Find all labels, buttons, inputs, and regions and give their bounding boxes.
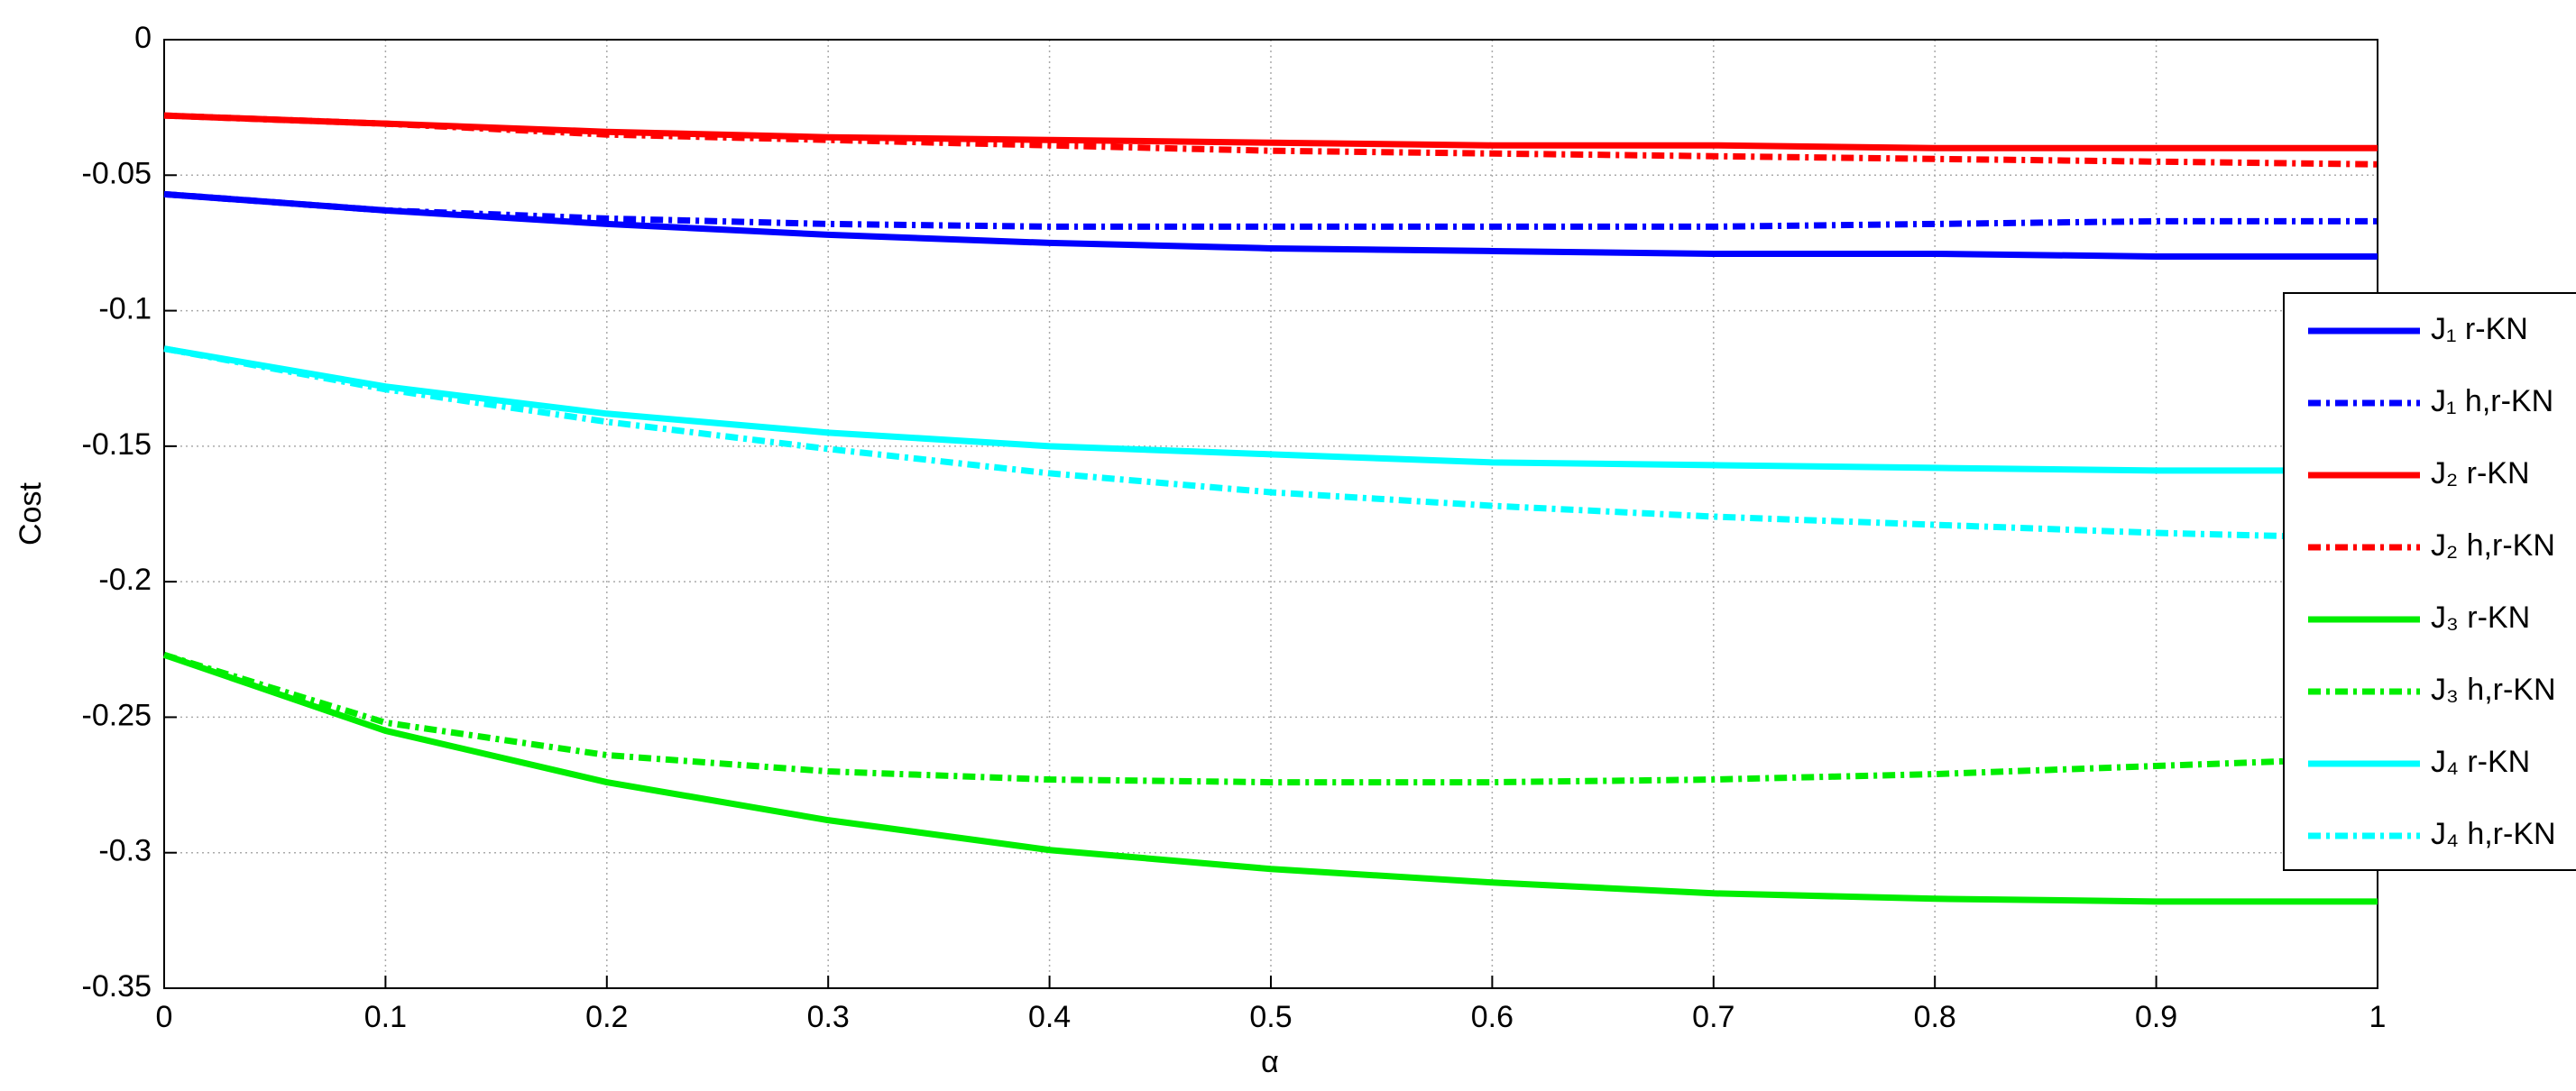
series-line	[163, 345, 2378, 542]
series-line	[163, 112, 2378, 151]
x-tick-label: 0.7	[1692, 1000, 1734, 1034]
series-line	[163, 190, 2378, 230]
x-axis-label: α	[1261, 1045, 1279, 1079]
y-tick-label: 0	[134, 21, 152, 55]
series-line	[163, 190, 2378, 260]
legend-label: J₁ h,r-KN	[2431, 384, 2553, 418]
legend-label: J₃ r-KN	[2431, 601, 2530, 635]
legend-label: J₁ r-KN	[2431, 312, 2528, 346]
legend-label: J₄ r-KN	[2431, 745, 2530, 779]
x-tick-label: 0	[156, 1000, 173, 1034]
x-tick-label: 1	[2369, 1000, 2387, 1034]
legend-label: J₂ r-KN	[2431, 456, 2530, 490]
series-line	[163, 112, 2378, 168]
series-line	[162, 651, 2378, 786]
x-tick-label: 0.9	[2135, 1000, 2177, 1034]
legend-label: J₄ h,r-KN	[2431, 817, 2556, 851]
y-tick-label: -0.35	[82, 969, 152, 1004]
x-tick-label: 0.8	[1914, 1000, 1956, 1034]
y-tick-label: -0.25	[82, 698, 152, 732]
series-line	[163, 345, 2378, 474]
y-axis-label: Cost	[14, 481, 48, 545]
legend-label: J₃ h,r-KN	[2431, 673, 2556, 707]
x-tick-label: 0.2	[585, 1000, 628, 1034]
y-tick-label: -0.05	[82, 156, 152, 190]
y-tick-label: -0.15	[82, 427, 152, 462]
y-tick-label: -0.1	[98, 292, 152, 326]
y-tick-label: -0.3	[98, 834, 152, 868]
y-tick-label: -0.2	[98, 563, 152, 597]
x-tick-label: 0.5	[1249, 1000, 1292, 1034]
x-tick-label: 0.4	[1028, 1000, 1071, 1034]
legend-label: J₂ h,r-KN	[2431, 528, 2555, 563]
x-tick-label: 0.1	[364, 1000, 407, 1034]
x-tick-label: 0.6	[1471, 1000, 1513, 1034]
series-line	[162, 651, 2378, 905]
legend-box	[2283, 292, 2576, 871]
x-tick-label: 0.3	[807, 1000, 850, 1034]
